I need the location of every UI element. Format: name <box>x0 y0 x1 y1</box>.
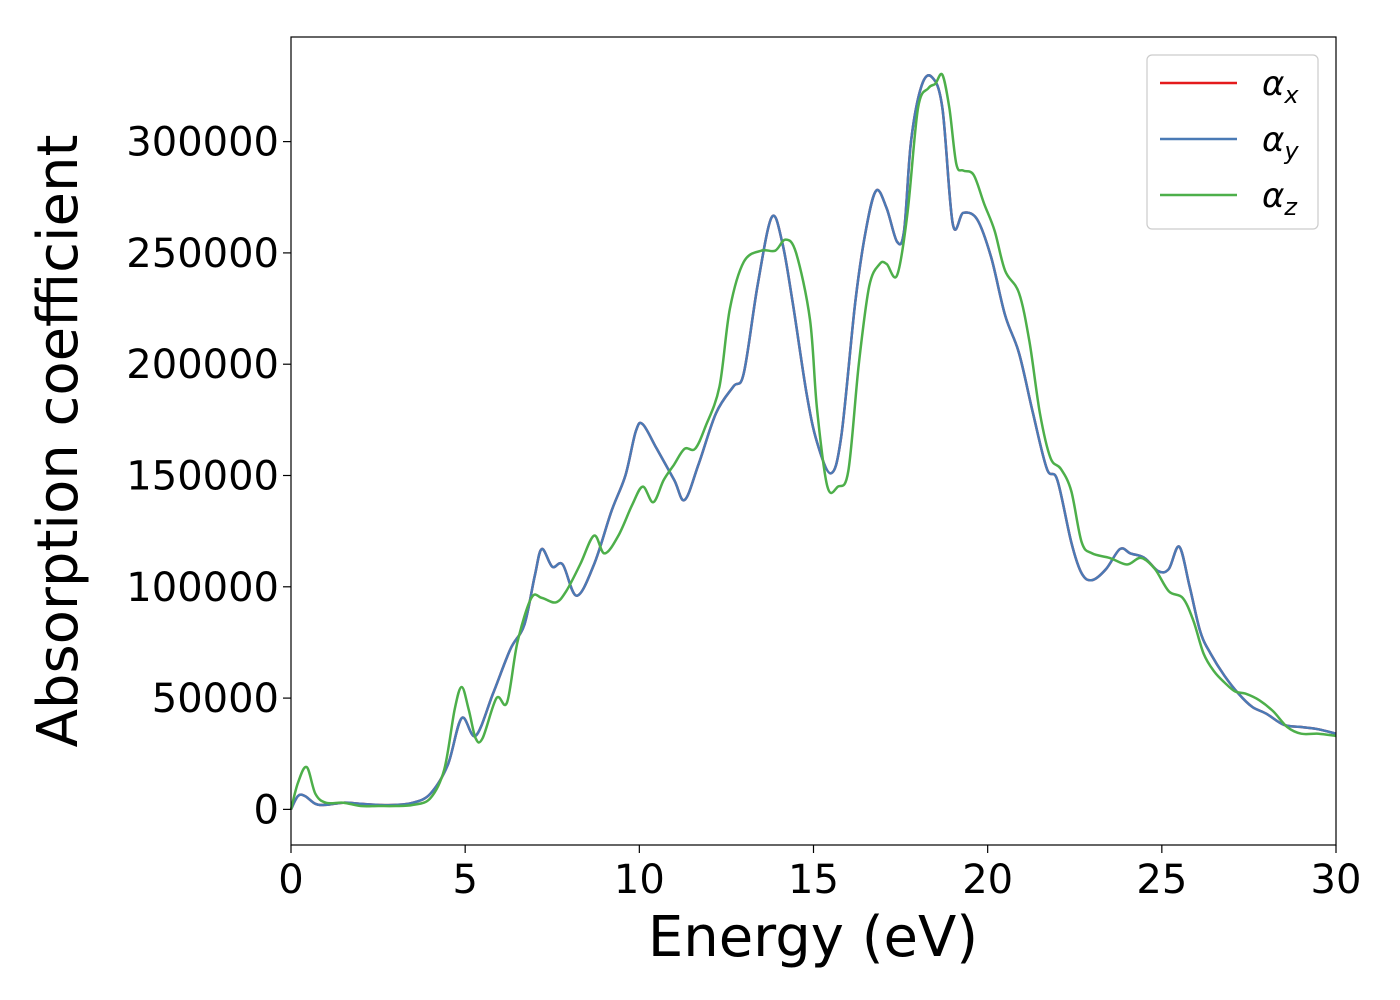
y-axis-title: Absorption coefficient <box>26 135 91 748</box>
x-tick-label: 20 <box>962 857 1013 903</box>
y-axis: 0 50000 100000 150000 200000 250000 300000 <box>126 120 291 833</box>
y-tick-label: 300000 <box>126 120 279 166</box>
series-line-alpha-z <box>289 72 1337 810</box>
y-tick-label: 200000 <box>126 342 279 388</box>
x-axis-title: Energy (eV) <box>648 905 978 970</box>
x-tick-label: 30 <box>1311 857 1362 903</box>
y-tick-label: 50000 <box>152 676 279 722</box>
y-tick-label: 150000 <box>126 454 279 500</box>
x-axis: 0 5 10 15 20 25 30 <box>278 845 1361 903</box>
x-tick-label: 5 <box>452 857 477 903</box>
y-tick-label: 100000 <box>126 565 279 611</box>
legend-frame <box>1146 54 1319 230</box>
x-tick-label: 25 <box>1136 857 1187 903</box>
y-tick-label: 250000 <box>126 231 279 277</box>
x-tick-label: 10 <box>614 857 665 903</box>
x-tick-label: 0 <box>278 857 303 903</box>
x-tick-label: 15 <box>788 857 839 903</box>
y-tick-label: 0 <box>254 787 279 833</box>
series-lines <box>289 72 1337 810</box>
